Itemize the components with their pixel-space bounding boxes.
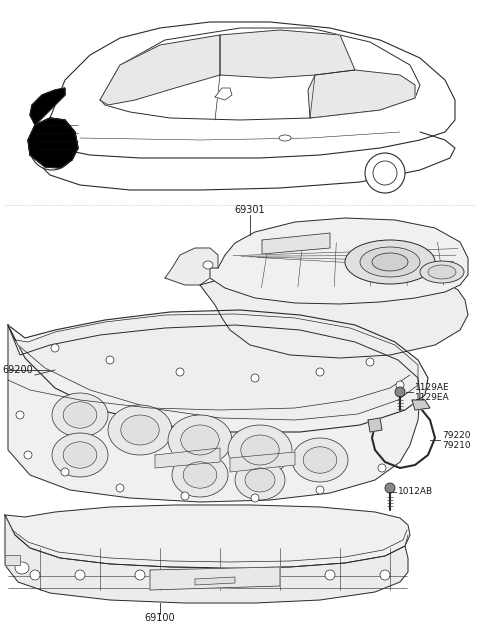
Ellipse shape xyxy=(51,344,59,352)
Ellipse shape xyxy=(176,368,184,376)
Ellipse shape xyxy=(241,435,279,465)
Polygon shape xyxy=(195,577,235,585)
Ellipse shape xyxy=(245,468,275,492)
Text: 1129AE: 1129AE xyxy=(415,383,450,392)
Ellipse shape xyxy=(385,483,395,493)
Ellipse shape xyxy=(61,468,69,476)
Ellipse shape xyxy=(108,405,172,455)
Ellipse shape xyxy=(365,153,405,193)
Polygon shape xyxy=(150,567,280,590)
Ellipse shape xyxy=(292,438,348,482)
Ellipse shape xyxy=(228,425,292,475)
Polygon shape xyxy=(5,505,410,568)
Ellipse shape xyxy=(378,464,386,472)
Ellipse shape xyxy=(345,240,435,284)
Text: 69301: 69301 xyxy=(235,205,265,215)
Ellipse shape xyxy=(24,451,32,459)
Polygon shape xyxy=(412,400,430,410)
Ellipse shape xyxy=(52,433,108,477)
Ellipse shape xyxy=(16,411,24,419)
Ellipse shape xyxy=(251,494,259,502)
Polygon shape xyxy=(5,515,408,603)
Polygon shape xyxy=(28,118,78,168)
Polygon shape xyxy=(230,452,295,472)
Ellipse shape xyxy=(116,484,124,492)
Ellipse shape xyxy=(63,442,97,468)
Text: 1129EA: 1129EA xyxy=(415,392,450,401)
Ellipse shape xyxy=(75,570,85,580)
Ellipse shape xyxy=(30,126,74,170)
Polygon shape xyxy=(8,325,420,502)
Ellipse shape xyxy=(395,387,405,397)
Ellipse shape xyxy=(316,486,324,494)
Ellipse shape xyxy=(203,261,213,269)
Polygon shape xyxy=(100,28,420,120)
Ellipse shape xyxy=(181,492,189,500)
Text: 79220: 79220 xyxy=(442,431,470,440)
Ellipse shape xyxy=(380,570,390,580)
Ellipse shape xyxy=(360,247,420,277)
Ellipse shape xyxy=(396,381,404,389)
Polygon shape xyxy=(165,248,218,285)
Polygon shape xyxy=(220,30,355,78)
Ellipse shape xyxy=(366,358,374,366)
Ellipse shape xyxy=(428,265,456,279)
Ellipse shape xyxy=(172,453,228,497)
Ellipse shape xyxy=(372,253,408,271)
Ellipse shape xyxy=(168,415,232,465)
Ellipse shape xyxy=(30,570,40,580)
Ellipse shape xyxy=(316,368,324,376)
Text: 1012AB: 1012AB xyxy=(398,488,433,497)
Ellipse shape xyxy=(260,570,270,580)
Ellipse shape xyxy=(303,447,337,473)
Ellipse shape xyxy=(39,135,65,161)
Text: 69200: 69200 xyxy=(2,365,33,375)
Polygon shape xyxy=(28,118,78,168)
Polygon shape xyxy=(210,218,468,304)
Ellipse shape xyxy=(325,570,335,580)
Ellipse shape xyxy=(15,562,29,574)
Ellipse shape xyxy=(181,425,219,455)
Ellipse shape xyxy=(135,570,145,580)
Polygon shape xyxy=(308,70,415,118)
Ellipse shape xyxy=(106,356,114,364)
Polygon shape xyxy=(8,314,418,420)
Polygon shape xyxy=(30,88,65,125)
Ellipse shape xyxy=(63,402,97,428)
Polygon shape xyxy=(155,448,220,468)
Ellipse shape xyxy=(420,261,464,283)
Polygon shape xyxy=(215,88,232,100)
Ellipse shape xyxy=(279,135,291,141)
Ellipse shape xyxy=(52,393,108,437)
Ellipse shape xyxy=(251,374,259,382)
Polygon shape xyxy=(5,555,20,565)
Polygon shape xyxy=(100,35,220,105)
Polygon shape xyxy=(262,233,330,254)
Polygon shape xyxy=(8,310,428,432)
Ellipse shape xyxy=(235,460,285,500)
Polygon shape xyxy=(50,22,455,158)
Ellipse shape xyxy=(121,415,159,445)
Text: 69100: 69100 xyxy=(144,613,175,623)
Text: 79210: 79210 xyxy=(442,440,470,449)
Ellipse shape xyxy=(373,161,397,185)
Ellipse shape xyxy=(195,570,205,580)
Polygon shape xyxy=(368,418,382,432)
Ellipse shape xyxy=(183,462,217,488)
Polygon shape xyxy=(200,268,468,358)
